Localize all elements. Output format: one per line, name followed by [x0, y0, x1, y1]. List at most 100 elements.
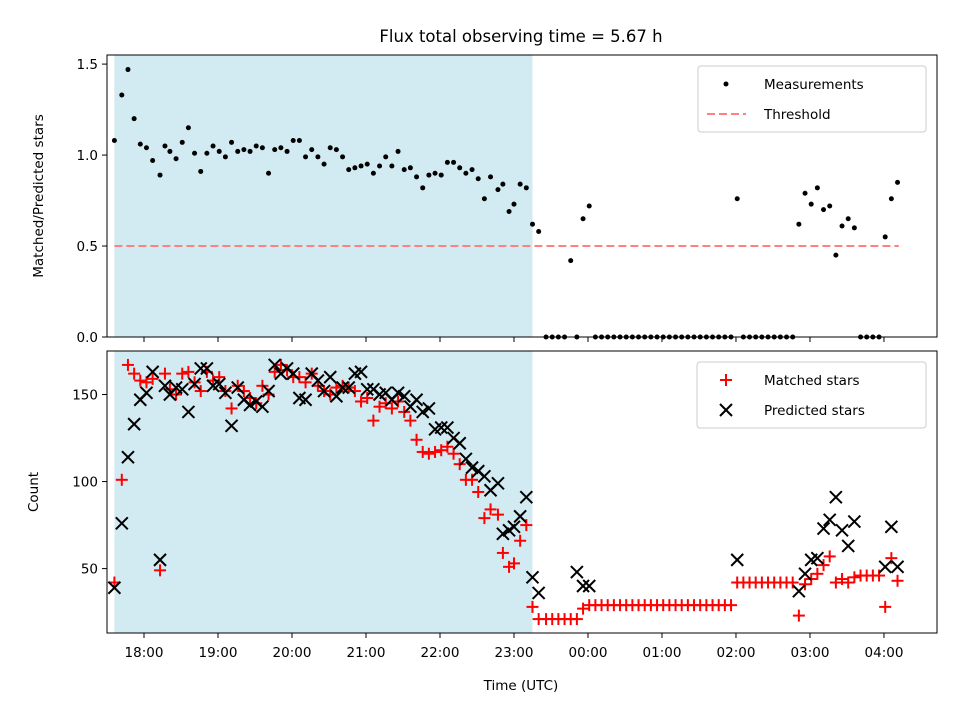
measurement-point	[125, 67, 131, 73]
matched-star-point	[811, 567, 824, 580]
measurement-point	[463, 170, 469, 176]
predicted-star-point	[496, 527, 510, 541]
measurement-point	[266, 170, 272, 176]
measurement-point	[377, 163, 383, 169]
measurement-point	[469, 167, 475, 173]
predicted-star-point	[153, 553, 167, 567]
measurement-point	[451, 159, 457, 165]
predicted-star-point	[792, 584, 806, 598]
matched-star-point	[873, 569, 886, 582]
measurement-point	[481, 196, 487, 202]
measurement-point	[426, 172, 432, 178]
measurement-point	[290, 138, 296, 144]
predicted-star-point	[218, 386, 233, 400]
matched-star-point	[410, 433, 423, 446]
predicted-star-point	[175, 382, 189, 397]
predicted-star-point	[507, 520, 521, 534]
x-tick-label: 00:00	[569, 645, 608, 661]
legend-label-matched: Matched stars	[764, 373, 860, 389]
measurement-point	[401, 167, 407, 173]
predicted-star-point	[434, 420, 448, 435]
measurement-point	[808, 201, 814, 207]
y-tick-label: 0.5	[77, 239, 98, 255]
matched-star-point	[146, 372, 159, 385]
predicted-star-point	[212, 377, 226, 391]
measurement-point	[131, 116, 137, 122]
x-axis-ticks	[143, 337, 885, 342]
matched-star-point	[823, 550, 836, 563]
x-tick-label: 02:00	[717, 645, 756, 661]
x-tick-label: 18:00	[125, 645, 164, 661]
predicted-star-point	[798, 567, 812, 581]
matched-star-point	[422, 447, 435, 460]
predicted-star-point	[342, 380, 356, 395]
measurement-point	[495, 187, 501, 193]
predicted-star-point	[231, 380, 245, 395]
measurement-point	[845, 216, 851, 222]
legend-marker-measurements	[723, 81, 729, 87]
predicted-star-point	[127, 417, 141, 431]
y-tick-label: 1.0	[77, 148, 98, 164]
matched-star-point	[330, 381, 343, 394]
x-tick-label: 21:00	[347, 645, 386, 661]
measurement-point	[407, 165, 413, 171]
predicted-star-point	[335, 380, 350, 395]
y-axis-ticks: 50 100 150	[72, 388, 107, 578]
matched-star-point	[891, 574, 904, 587]
predicted-star-point	[317, 384, 331, 398]
predicted-star-point	[513, 509, 527, 524]
predicted-star-point	[311, 373, 325, 388]
matched-star-point	[385, 402, 398, 415]
y-tick-label: 50	[81, 562, 98, 578]
predicted-star-point	[261, 384, 276, 398]
measurement-point	[395, 148, 401, 154]
predicted-star-point	[422, 401, 436, 416]
measurement-point	[272, 147, 278, 153]
predicted-star-point	[847, 514, 862, 529]
matched-star-point	[478, 512, 491, 525]
measurement-point	[370, 170, 376, 176]
predicted-star-point	[822, 513, 837, 527]
x-tick-label: 19:00	[199, 645, 238, 661]
measurement-point	[157, 172, 163, 178]
matched-star-point	[829, 576, 842, 589]
predicted-star-point	[525, 570, 540, 585]
predicted-star-point	[115, 516, 129, 531]
predicted-star-point	[829, 490, 843, 504]
measurement-point	[827, 203, 833, 209]
predicted-star-point	[841, 539, 855, 553]
predicted-star-point	[298, 393, 313, 407]
plot-frame	[106, 54, 938, 338]
predicted-star-point	[884, 520, 899, 534]
predicted-star-point	[158, 379, 172, 393]
measurement-point	[352, 165, 358, 171]
measurement-point	[296, 138, 302, 144]
measurement-point	[432, 170, 438, 176]
measurement-point	[346, 167, 352, 173]
predicted-star-point	[459, 452, 473, 466]
predicted-star-point	[576, 579, 590, 593]
matched-star-point	[115, 473, 128, 486]
predicted-star-point	[391, 386, 405, 400]
chart-title: Flux total observing time = 5.67 h	[379, 27, 662, 46]
observing-window-shade	[114, 55, 533, 337]
measurement-point	[475, 176, 481, 182]
predicted-star-point	[477, 469, 492, 484]
matched-star-point	[128, 367, 141, 380]
predicted-star-point	[409, 393, 424, 407]
matched-star-point	[134, 374, 147, 387]
measurement-point	[839, 223, 845, 229]
measurement-point	[216, 148, 222, 154]
matched-star-point	[836, 573, 849, 586]
matched-star-point	[367, 414, 380, 427]
predicted-star-point	[255, 399, 270, 414]
matched-star-point	[570, 613, 583, 626]
measurement-point	[179, 139, 185, 145]
predicted-star-point	[268, 358, 282, 372]
legend-box	[697, 65, 927, 133]
measurement-point	[529, 221, 535, 227]
matched-star-point	[355, 395, 368, 408]
measurement-point	[802, 190, 808, 196]
predicted-star-point	[121, 450, 135, 464]
